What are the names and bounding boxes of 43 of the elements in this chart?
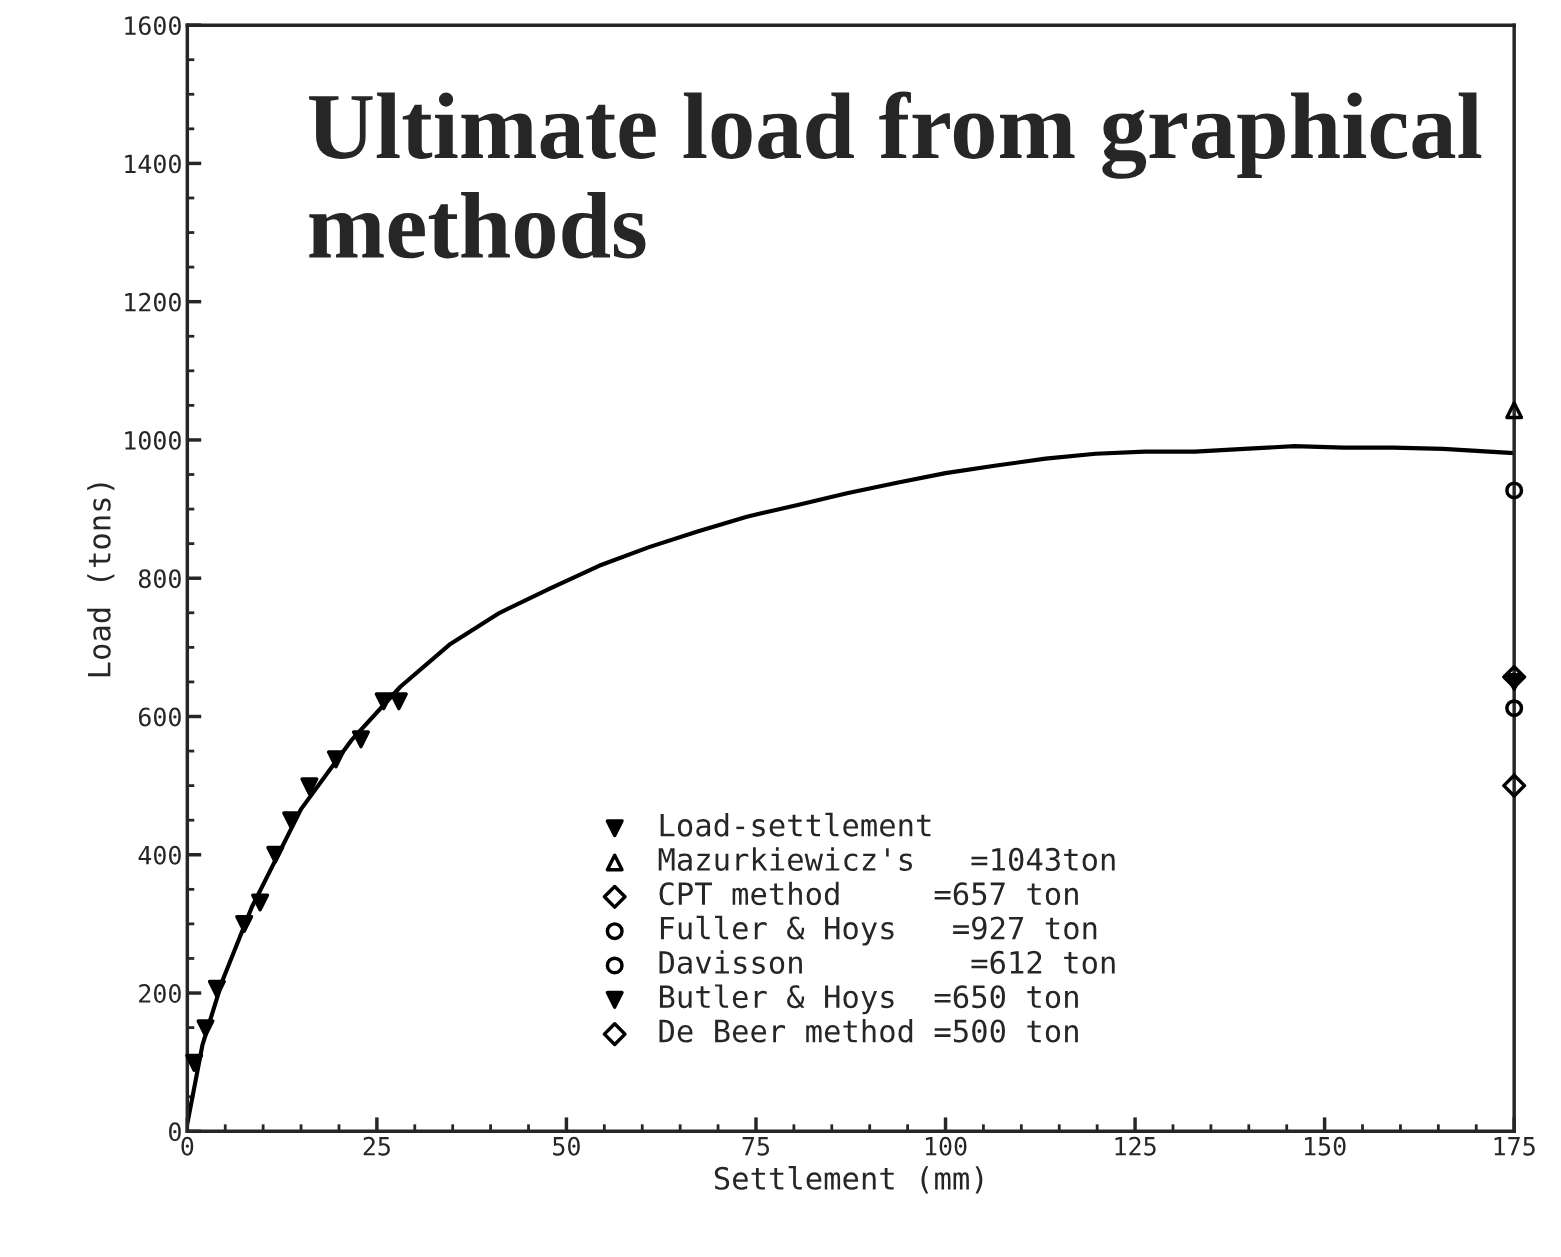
- point: [1505, 481, 1524, 500]
- y-tick-label: 400: [138, 845, 181, 865]
- y-tick-label: 0: [169, 1122, 181, 1142]
- legend-label: CPT method =657 ton: [659, 881, 1078, 906]
- point: [251, 893, 270, 912]
- x-tick-label: 50: [553, 1136, 580, 1156]
- point: [300, 777, 319, 796]
- line-series: [187, 444, 1515, 1126]
- point: [326, 750, 345, 769]
- x-tick-label: 150: [1305, 1136, 1346, 1156]
- point: [351, 730, 370, 749]
- point: [207, 979, 226, 998]
- point: [389, 692, 408, 711]
- x-tick-label: 125: [1115, 1136, 1156, 1156]
- legend-label: Load-settlement: [660, 812, 931, 837]
- x-tick-label: 175: [1494, 1137, 1535, 1156]
- point: [266, 845, 285, 864]
- y-tick-label: 1600: [125, 16, 181, 36]
- y-tick-label: 1000: [125, 430, 181, 450]
- point: [196, 1019, 215, 1038]
- x-tick-label: 0: [181, 1136, 194, 1156]
- y-axis-title: Load (tons): [87, 483, 115, 677]
- point: [1505, 401, 1524, 420]
- x-tick-label: 100: [925, 1136, 967, 1156]
- x-tick-label: 75: [742, 1137, 770, 1156]
- legend-label: Mazurkiewicz's =1043ton: [658, 847, 1115, 871]
- legend-label: De Beer method =500 ton: [659, 1018, 1078, 1043]
- y-tick-label: 1400: [125, 154, 181, 174]
- y-tick-label: 800: [138, 569, 181, 589]
- x-axis-title: Settlement (mm): [714, 1166, 983, 1194]
- point: [185, 1053, 204, 1072]
- point: [1502, 773, 1527, 798]
- point: [1505, 699, 1524, 718]
- legend-label: Fuller & Hoys =927 ton: [660, 915, 1097, 946]
- text: Ultimate load from graphical methods: [309, 91, 1482, 259]
- x-tick-label: 25: [363, 1136, 390, 1156]
- y-tick-label: 200: [139, 984, 181, 1003]
- y-tick-label: 1200: [125, 292, 181, 312]
- y-tick-label: 600: [138, 707, 181, 727]
- legend-label: Butler & Hoys =650 ton: [659, 984, 1078, 1015]
- point: [235, 914, 254, 933]
- legend-label: Davisson =612 ton: [659, 950, 1115, 974]
- point: [374, 692, 393, 711]
